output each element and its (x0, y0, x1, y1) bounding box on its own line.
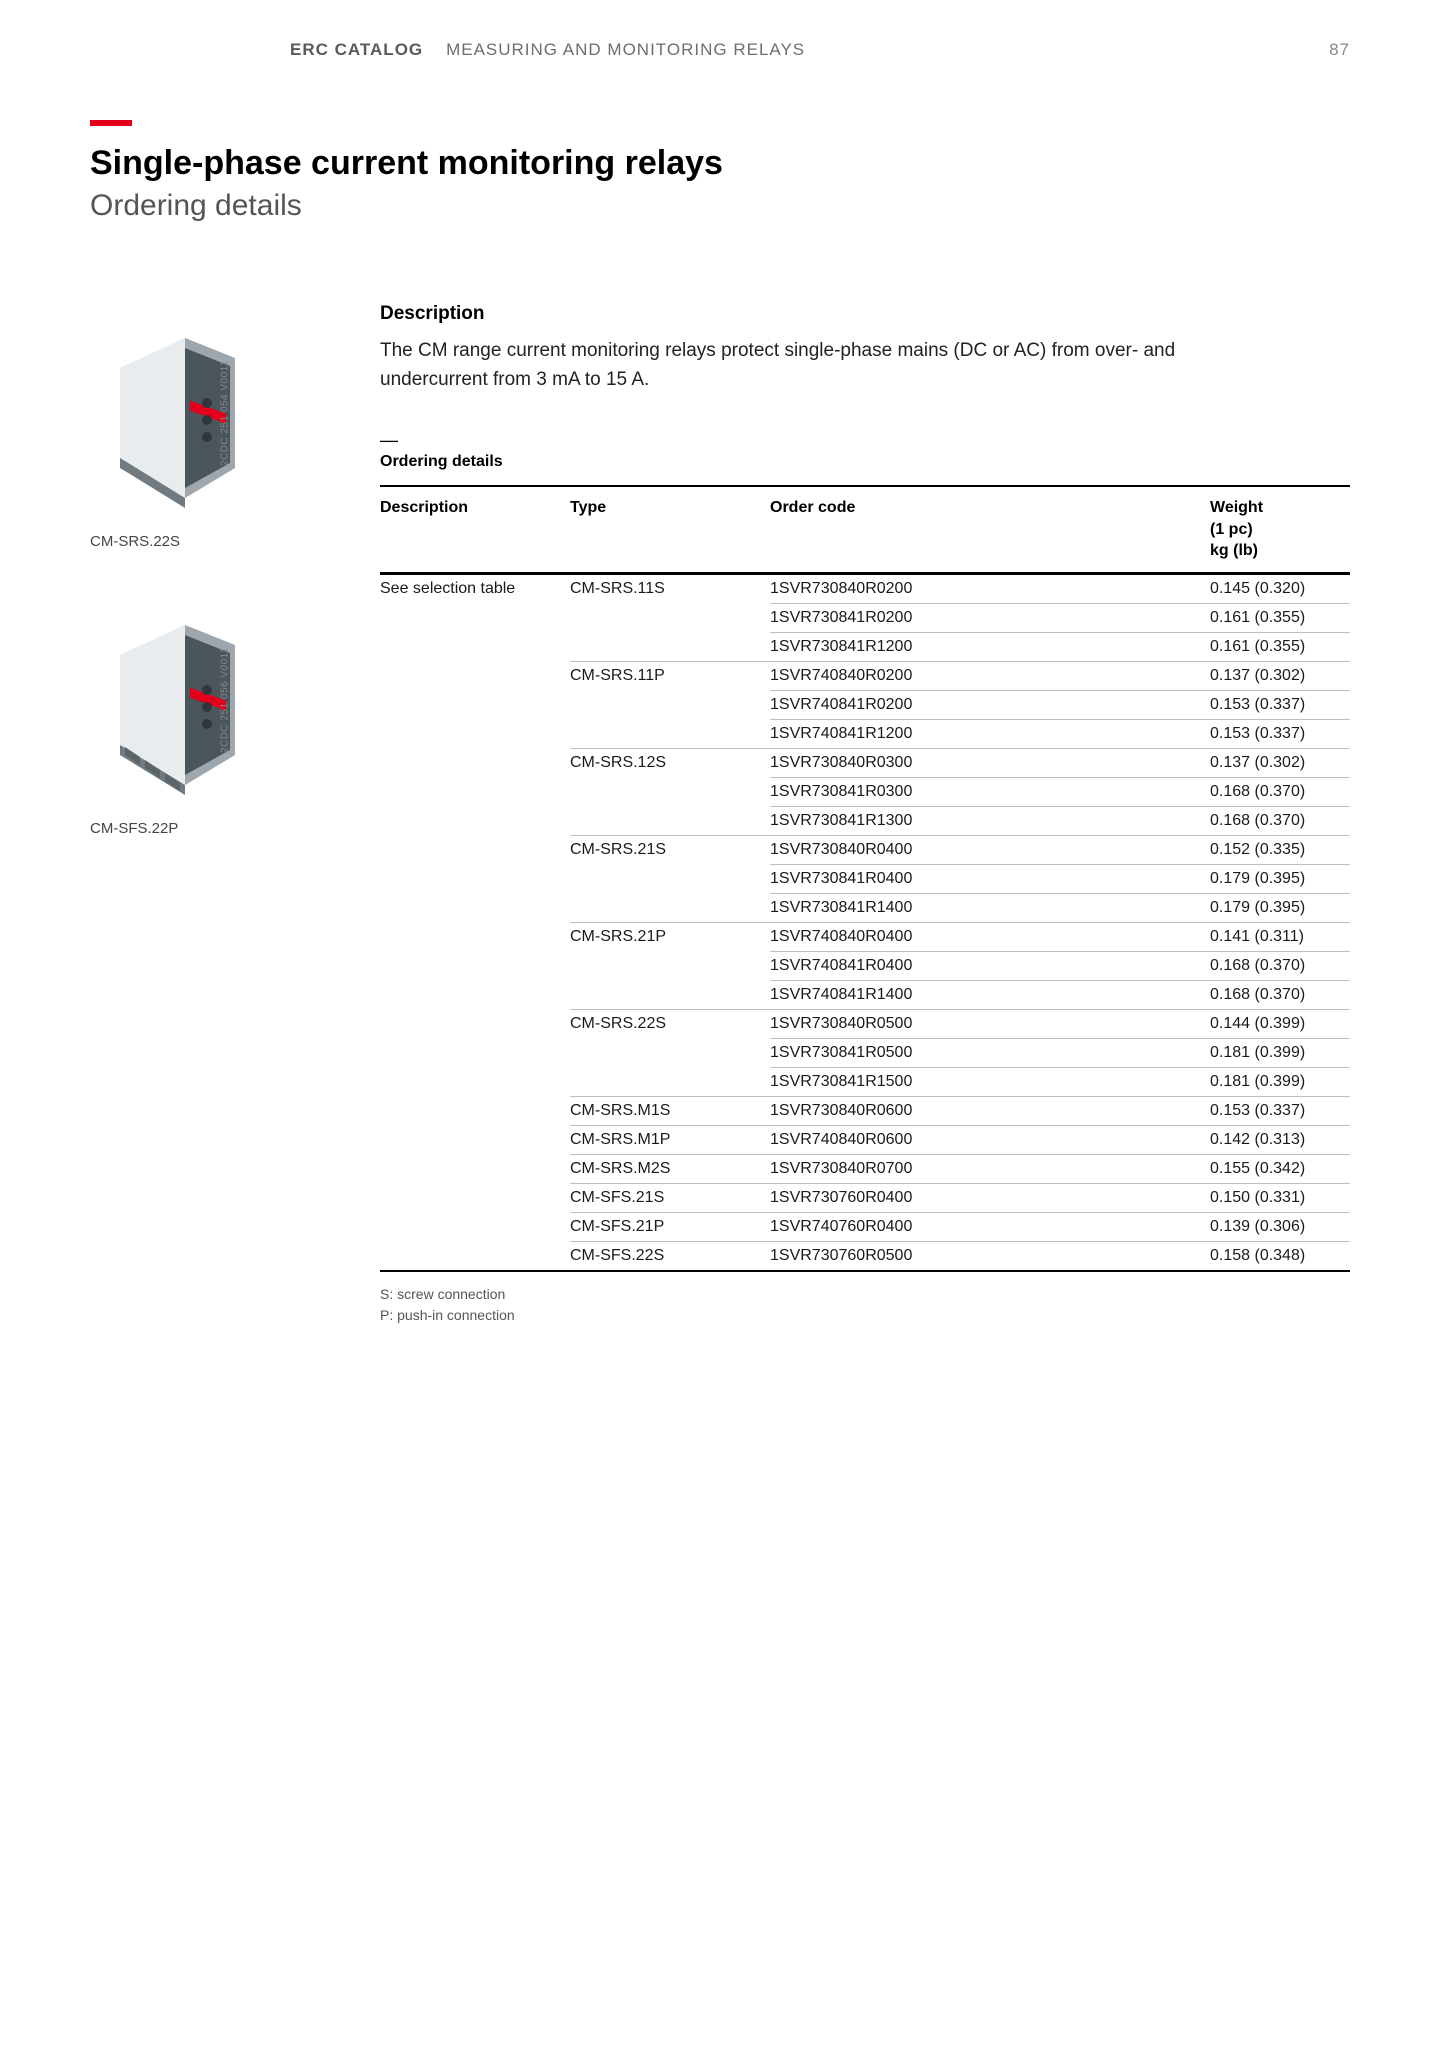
footnote: S: screw connection (380, 1284, 1350, 1305)
cell-order-code: 1SVR730760R0400 (770, 1183, 1210, 1212)
sidebar: 2CDC 251 054 V0011 CM-SRS.22S (90, 303, 340, 1326)
col-order-code: Order code (770, 486, 1210, 573)
cell-type: CM-SFS.21P (570, 1212, 770, 1241)
table-header-row: Description Type Order code Weight (1 pc… (380, 486, 1350, 573)
cell-type: CM-SFS.22S (570, 1241, 770, 1271)
col-weight: Weight (1 pc) kg (lb) (1210, 486, 1350, 573)
ordering-table: Description Type Order code Weight (1 pc… (380, 485, 1350, 1272)
cell-order-code: 1SVR740840R0200 (770, 661, 1210, 690)
cell-weight: 0.145 (0.320) (1210, 573, 1350, 603)
cell-order-code: 1SVR740841R1400 (770, 980, 1210, 1009)
table-dash: — (380, 430, 1350, 451)
image-code: 2CDC 251 056 V0011 (219, 647, 230, 753)
relay-icon (95, 308, 265, 518)
cell-weight: 0.161 (0.355) (1210, 603, 1350, 632)
header-breadcrumb: ERC CATALOG MEASURING AND MONITORING REL… (290, 40, 805, 60)
cell-order-code: 1SVR730841R0300 (770, 777, 1210, 806)
catalog-section: MEASURING AND MONITORING RELAYS (446, 40, 805, 59)
cell-order-code: 1SVR730841R1300 (770, 806, 1210, 835)
cell-order-code: 1SVR740841R0400 (770, 951, 1210, 980)
product-image: 2CDC 251 054 V0011 (90, 303, 270, 523)
cell-type: CM-SRS.M2S (570, 1154, 770, 1183)
cell-weight: 0.139 (0.306) (1210, 1212, 1350, 1241)
main-content: Description The CM range current monitor… (380, 303, 1350, 1326)
col-weight-l1: Weight (1210, 499, 1263, 516)
cell-weight: 0.179 (0.395) (1210, 864, 1350, 893)
image-code: 2CDC 251 054 V0011 (219, 360, 230, 466)
cell-order-code: 1SVR730841R0500 (770, 1038, 1210, 1067)
cell-order-code: 1SVR730841R1200 (770, 632, 1210, 661)
cell-type: CM-SRS.M1P (570, 1125, 770, 1154)
col-weight-l2: (1 pc) (1210, 521, 1253, 538)
cell-weight: 0.161 (0.355) (1210, 632, 1350, 661)
cell-weight: 0.153 (0.337) (1210, 690, 1350, 719)
cell-weight: 0.153 (0.337) (1210, 719, 1350, 748)
cell-order-code: 1SVR730840R0600 (770, 1096, 1210, 1125)
product-image: 2CDC 251 056 V0011 (90, 590, 270, 810)
table-row: See selection tableCM-SRS.11S1SVR730840R… (380, 573, 1350, 603)
col-weight-l3: kg (lb) (1210, 542, 1258, 559)
table-footnotes: S: screw connection P: push-in connectio… (380, 1284, 1350, 1326)
cell-weight: 0.141 (0.311) (1210, 922, 1350, 951)
cell-order-code: 1SVR730841R1500 (770, 1067, 1210, 1096)
cell-type: CM-SRS.M1S (570, 1096, 770, 1125)
cell-order-code: 1SVR740760R0400 (770, 1212, 1210, 1241)
cell-order-code: 1SVR730840R0300 (770, 748, 1210, 777)
cell-order-code: 1SVR740840R0600 (770, 1125, 1210, 1154)
table-body: See selection tableCM-SRS.11S1SVR730840R… (380, 573, 1350, 1271)
cell-weight: 0.150 (0.331) (1210, 1183, 1350, 1212)
page-header: ERC CATALOG MEASURING AND MONITORING REL… (90, 40, 1350, 60)
catalog-name: ERC CATALOG (290, 40, 423, 59)
cell-weight: 0.137 (0.302) (1210, 661, 1350, 690)
cell-order-code: 1SVR740841R1200 (770, 719, 1210, 748)
cell-description: See selection table (380, 573, 570, 1271)
cell-weight: 0.168 (0.370) (1210, 777, 1350, 806)
cell-weight: 0.181 (0.399) (1210, 1067, 1350, 1096)
cell-order-code: 1SVR730840R0400 (770, 835, 1210, 864)
cell-type: CM-SRS.11P (570, 661, 770, 748)
cell-order-code: 1SVR740841R0200 (770, 690, 1210, 719)
cell-weight: 0.179 (0.395) (1210, 893, 1350, 922)
cell-order-code: 1SVR730840R0500 (770, 1009, 1210, 1038)
content-row: 2CDC 251 054 V0011 CM-SRS.22S (90, 303, 1350, 1326)
table-title: Ordering details (380, 453, 1350, 471)
cell-order-code: 1SVR730841R1400 (770, 893, 1210, 922)
description-heading: Description (380, 303, 1350, 325)
cell-type: CM-SRS.21S (570, 835, 770, 922)
cell-weight: 0.142 (0.313) (1210, 1125, 1350, 1154)
cell-type: CM-SRS.21P (570, 922, 770, 1009)
cell-type: CM-SRS.12S (570, 748, 770, 835)
cell-weight: 0.153 (0.337) (1210, 1096, 1350, 1125)
cell-order-code: 1SVR730841R0400 (770, 864, 1210, 893)
cell-order-code: 1SVR740840R0400 (770, 922, 1210, 951)
image-caption: CM-SFS.22P (90, 820, 340, 837)
cell-type: CM-SRS.22S (570, 1009, 770, 1096)
accent-dash (90, 120, 132, 126)
cell-order-code: 1SVR730841R0200 (770, 603, 1210, 632)
relay-icon (95, 595, 265, 805)
cell-weight: 0.158 (0.348) (1210, 1241, 1350, 1271)
page-number: 87 (1329, 40, 1350, 60)
cell-order-code: 1SVR730840R0200 (770, 573, 1210, 603)
image-caption: CM-SRS.22S (90, 533, 340, 550)
cell-order-code: 1SVR730840R0700 (770, 1154, 1210, 1183)
cell-weight: 0.168 (0.370) (1210, 951, 1350, 980)
col-type: Type (570, 486, 770, 573)
cell-type: CM-SRS.11S (570, 573, 770, 661)
cell-weight: 0.168 (0.370) (1210, 980, 1350, 1009)
cell-weight: 0.137 (0.302) (1210, 748, 1350, 777)
cell-weight: 0.168 (0.370) (1210, 806, 1350, 835)
cell-weight: 0.181 (0.399) (1210, 1038, 1350, 1067)
cell-weight: 0.144 (0.399) (1210, 1009, 1350, 1038)
footnote: P: push-in connection (380, 1305, 1350, 1326)
cell-order-code: 1SVR730760R0500 (770, 1241, 1210, 1271)
catalog-page: ERC CATALOG MEASURING AND MONITORING REL… (0, 0, 1440, 2046)
col-description: Description (380, 486, 570, 573)
page-subtitle: Ordering details (90, 189, 1350, 223)
cell-weight: 0.155 (0.342) (1210, 1154, 1350, 1183)
cell-weight: 0.152 (0.335) (1210, 835, 1350, 864)
cell-type: CM-SFS.21S (570, 1183, 770, 1212)
page-title: Single-phase current monitoring relays (90, 144, 1350, 183)
description-text: The CM range current monitoring relays p… (380, 337, 1240, 394)
